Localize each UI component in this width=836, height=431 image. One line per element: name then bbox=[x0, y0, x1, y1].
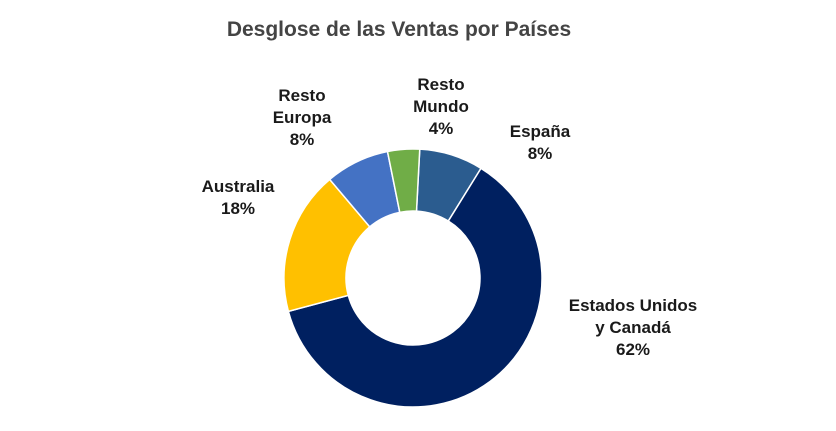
slice-label-espana: España 8% bbox=[500, 121, 580, 165]
slice-label-australia: Australia 18% bbox=[188, 176, 288, 220]
slice-percent: 18% bbox=[220, 199, 256, 218]
slice-name-line2: Europa bbox=[272, 108, 332, 127]
slice-name: Australia bbox=[201, 177, 275, 196]
chart-title: Desglose de las Ventas por Países bbox=[226, 18, 572, 41]
slice-label-resto-mundo: Resto Mundo 4% bbox=[401, 74, 481, 140]
slice-name: Resto bbox=[417, 75, 465, 94]
slice-resto-mundo bbox=[386, 148, 421, 214]
slice-label-resto-europa: Resto Europa 8% bbox=[262, 85, 342, 151]
slice-label-estados-unidos: Estados Unidos y Canadá 62% bbox=[548, 295, 718, 361]
slice-percent: 62% bbox=[615, 340, 651, 359]
slice-percent: 8% bbox=[527, 144, 553, 163]
slice-percent: 4% bbox=[428, 119, 454, 138]
slice-name-line2: Mundo bbox=[413, 97, 469, 116]
slice-estados-unidos bbox=[287, 167, 543, 408]
slice-name: Resto bbox=[278, 86, 326, 105]
slice-name: Estados Unidos bbox=[568, 296, 698, 315]
slice-percent: 8% bbox=[289, 130, 315, 149]
slice-name-line2: y Canadá bbox=[595, 318, 671, 337]
slice-name: España bbox=[509, 122, 571, 141]
